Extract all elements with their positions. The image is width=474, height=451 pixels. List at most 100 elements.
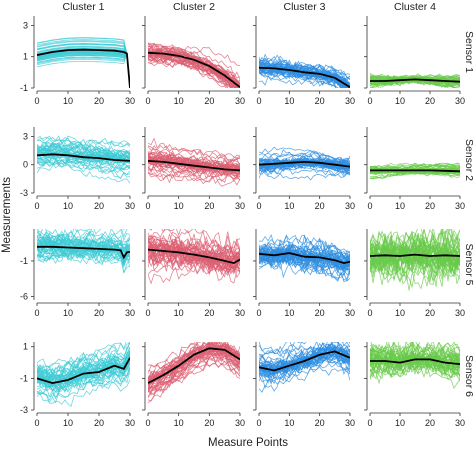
trace-line (37, 40, 130, 88)
trace-line (259, 244, 350, 268)
cluster-label: Cluster 3 (283, 1, 325, 13)
trace-line (370, 261, 460, 290)
trace-line (259, 241, 350, 269)
mean-line (259, 160, 350, 168)
trace-line (37, 45, 130, 88)
y-tick-label: -3 (20, 405, 28, 415)
trace-line (148, 166, 240, 184)
x-tick-label: 20 (204, 418, 214, 428)
x-tick-label: 10 (174, 418, 184, 428)
trace-line (37, 37, 130, 88)
x-tick-label: 30 (125, 308, 135, 318)
mean-line (259, 350, 350, 372)
trace-bundle (37, 135, 130, 184)
trace-line (37, 354, 130, 399)
x-tick-label: 30 (235, 201, 245, 211)
trace-line (148, 357, 240, 384)
panel: 0 10 20 30 (142, 16, 245, 106)
x-tick-label: 10 (63, 418, 73, 428)
mean-line (37, 357, 130, 385)
trace-line (37, 161, 130, 173)
x-tick-label: 0 (256, 308, 261, 318)
y-axis-title: Measurements (1, 177, 13, 253)
y-tick-label: 3 (23, 20, 28, 30)
x-tick-label: 0 (256, 96, 261, 106)
trace-line (37, 229, 130, 245)
x-tick-label: 20 (94, 201, 104, 211)
x-tick-label: 20 (425, 96, 435, 106)
trace-line (259, 75, 350, 86)
trace-line (37, 360, 130, 388)
trace-line (37, 250, 130, 266)
trace-line (259, 355, 350, 373)
trace-line (149, 229, 240, 266)
panel: 0 10 20 30 (364, 342, 465, 428)
mean-line (148, 51, 240, 88)
trace-line (259, 255, 350, 281)
x-tick-label: 10 (174, 96, 184, 106)
trace-line (370, 348, 460, 374)
trace-line (37, 229, 130, 260)
panel: 0 10 20 30 (253, 342, 355, 428)
trace-line (148, 163, 240, 187)
x-tick-label: 20 (94, 418, 104, 428)
trace-line (37, 50, 130, 88)
panel: 0 10 20 30 (364, 16, 465, 106)
x-tick-label: 30 (235, 308, 245, 318)
trace-line (259, 158, 350, 170)
x-tick-label: 20 (315, 96, 325, 106)
x-tick-label: 0 (145, 418, 150, 428)
x-tick-label: 10 (284, 308, 294, 318)
trace-line (37, 229, 130, 258)
x-tick-label: 0 (145, 96, 150, 106)
cluster-label: Cluster 1 (62, 1, 104, 13)
trace-bundle (259, 53, 350, 88)
panel: 0 10 20 30 -3 -1 1 (20, 342, 135, 428)
trace-line (148, 361, 240, 396)
trace-line (37, 135, 130, 150)
sensor-label: Sensor 2 (463, 139, 474, 181)
mean-line (259, 252, 350, 265)
panel: 0 10 20 30 -1 1 3 (20, 16, 135, 106)
trace-line (37, 52, 130, 88)
panel: 0 10 20 30 (142, 229, 245, 318)
trace-line (259, 62, 350, 76)
trace-line (37, 52, 130, 88)
trace-line (259, 54, 350, 88)
trace-line (259, 55, 350, 88)
x-tick-label: 20 (315, 201, 325, 211)
x-tick-label: 30 (455, 96, 465, 106)
sensor-label: Sensor 5 (463, 243, 474, 285)
trace-line (37, 150, 130, 162)
x-tick-label: 30 (345, 201, 355, 211)
trace-line (37, 44, 130, 88)
x-axis-title: Measure Points (208, 437, 288, 449)
x-tick-label: 20 (94, 308, 104, 318)
trace-line (259, 244, 350, 263)
trace-line (370, 247, 460, 272)
x-tick-label: 30 (125, 201, 135, 211)
x-tick-label: 20 (315, 418, 325, 428)
x-tick-label: 20 (425, 308, 435, 318)
y-tick-label: -1 (20, 373, 28, 383)
trace-line (37, 157, 130, 184)
trace-bundle (370, 72, 460, 88)
trace-line (37, 46, 130, 88)
trace-line (148, 234, 240, 264)
cluster-label: Cluster 4 (394, 1, 436, 13)
trace-bundle (37, 229, 130, 274)
x-tick-label: 30 (125, 96, 135, 106)
mean-line (37, 48, 130, 88)
trace-line (148, 159, 240, 181)
trace-line (37, 135, 130, 161)
mean-line (148, 248, 240, 265)
x-tick-label: 30 (125, 418, 135, 428)
trace-line (37, 342, 127, 377)
trace-line (148, 149, 240, 162)
trace-line (259, 159, 350, 172)
x-tick-label: 0 (145, 308, 150, 318)
trace-line (37, 355, 130, 381)
trace-line (37, 250, 130, 267)
trace-line (148, 46, 240, 81)
